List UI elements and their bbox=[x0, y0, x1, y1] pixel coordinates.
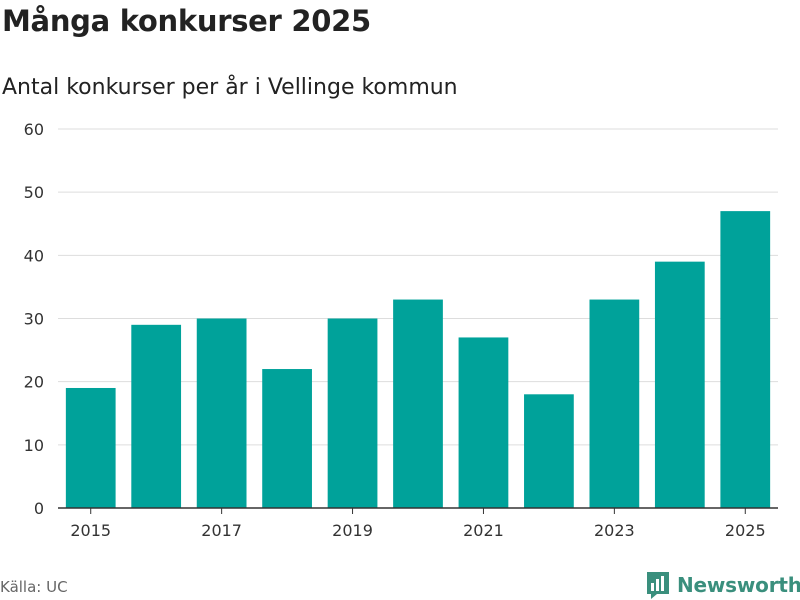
newsworthy-logo-icon bbox=[647, 572, 669, 599]
y-tick-label: 0 bbox=[34, 499, 44, 518]
bars bbox=[65, 211, 771, 508]
x-tick-label: 2021 bbox=[463, 521, 504, 540]
y-tick-label: 20 bbox=[24, 373, 44, 392]
bar-2017 bbox=[196, 318, 247, 508]
bar-2023 bbox=[589, 299, 640, 508]
y-tick-label: 50 bbox=[24, 183, 44, 202]
chart-title: Många konkurser 2025 bbox=[2, 4, 371, 38]
x-tick-label: 2017 bbox=[201, 521, 242, 540]
x-tick-label: 2015 bbox=[70, 521, 111, 540]
brand-logo: Newsworthy bbox=[645, 570, 800, 600]
y-tick-label: 30 bbox=[24, 310, 44, 329]
chart-subtitle: Antal konkurser per år i Vellinge kommun bbox=[2, 75, 458, 100]
x-tick-label: 2025 bbox=[725, 521, 766, 540]
bar-2022 bbox=[524, 394, 574, 508]
y-tick-label: 60 bbox=[24, 120, 44, 139]
x-axis-ticks: 2015 2017 2019 2021 2023 2025 bbox=[70, 508, 766, 540]
bar-2019 bbox=[327, 318, 378, 508]
x-tick-label: 2023 bbox=[594, 521, 635, 540]
bar-2018 bbox=[262, 369, 312, 508]
y-tick-label: 40 bbox=[24, 246, 44, 265]
bar-2025 bbox=[720, 211, 771, 508]
y-axis-tick-labels: 0 10 20 30 40 50 60 bbox=[24, 120, 44, 518]
brand-name: Newsworthy bbox=[677, 573, 800, 597]
x-tick-label: 2019 bbox=[332, 521, 373, 540]
bar-2024 bbox=[654, 261, 705, 508]
bar-2016 bbox=[131, 324, 182, 508]
y-tick-label: 10 bbox=[24, 436, 44, 455]
source-note: Källa: UC bbox=[0, 578, 68, 596]
bar-2021 bbox=[458, 337, 509, 508]
bar-2015 bbox=[65, 387, 116, 508]
bar-2020 bbox=[393, 299, 443, 508]
